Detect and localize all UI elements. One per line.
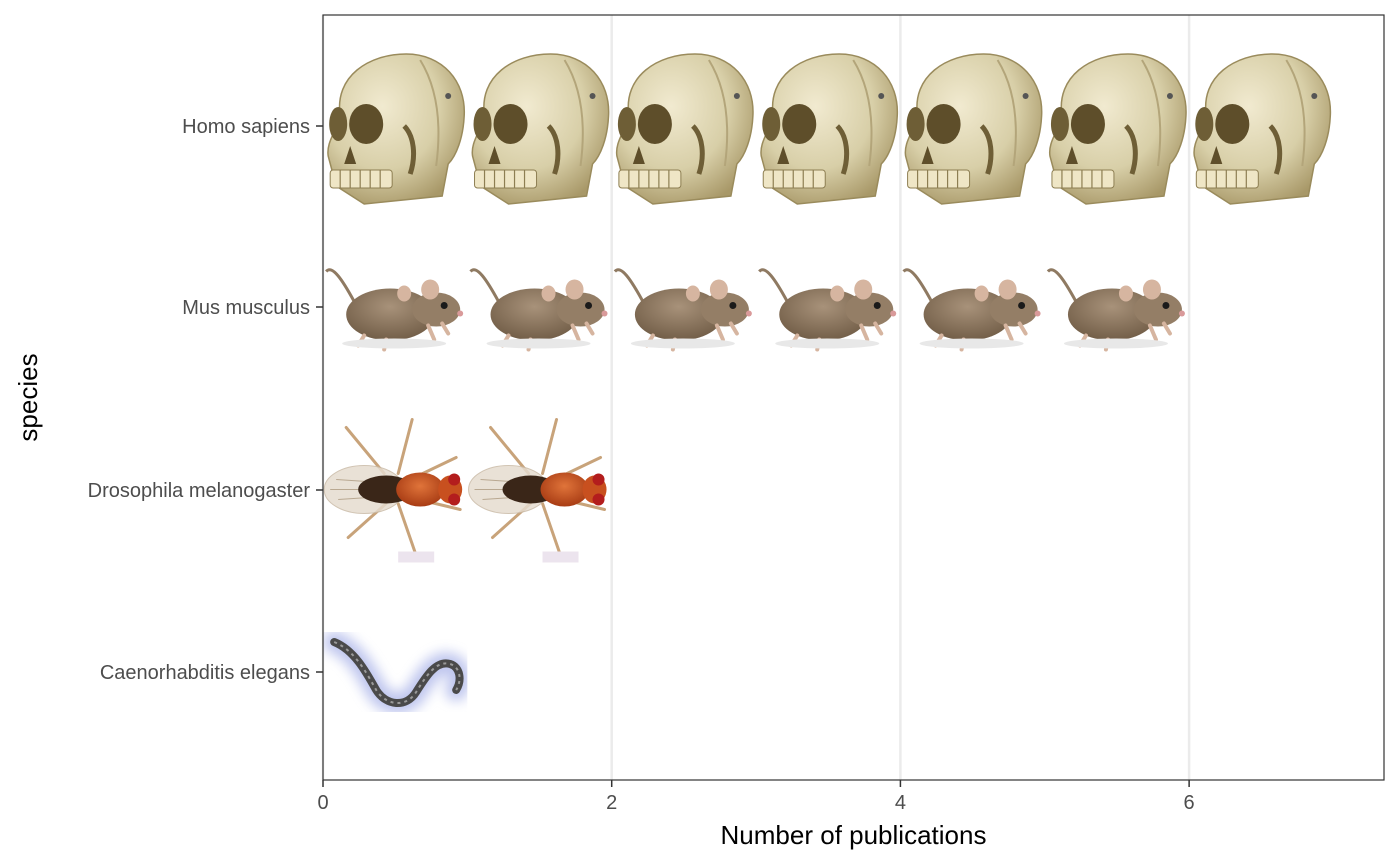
bar-mus-musculus (326, 270, 1185, 350)
mouse-icon (904, 270, 1041, 350)
skull-icon (1194, 54, 1330, 204)
y-axis-title: species (13, 353, 43, 441)
y-tick-label: Caenorhabditis elegans (100, 662, 310, 684)
mouse-icon (615, 270, 752, 350)
pictogram-bars (323, 54, 1331, 703)
skull-icon (328, 54, 464, 204)
bar-caenorhabditis-elegans (334, 642, 459, 703)
mouse-icon (759, 270, 896, 350)
x-tick-label: 6 (1184, 792, 1195, 814)
x-tick-label: 0 (317, 792, 328, 814)
axes: 0 2 4 6 Homo sapiens Mus musculus Drosophila m… (88, 116, 1195, 814)
plot-panel-border (322, 14, 1385, 781)
y-tick-label: Homo sapiens (182, 116, 310, 138)
x-tick-label: 2 (606, 792, 617, 814)
mouse-icon (1048, 270, 1185, 350)
bar-drosophila-melanogaster (323, 417, 609, 563)
skull-icon (761, 54, 897, 204)
y-tick-label: Drosophila melanogaster (88, 480, 311, 502)
bar-homo-sapiens (328, 54, 1331, 204)
skull-icon (1050, 54, 1186, 204)
mouse-icon (326, 270, 463, 350)
worm-icon (334, 642, 459, 703)
mouse-icon (471, 270, 608, 350)
y-tick-label: Mus musculus (182, 297, 310, 319)
fruit-fly-icon (323, 417, 464, 563)
fruit-fly-icon (467, 417, 609, 563)
skull-icon (905, 54, 1041, 204)
x-tick-label: 4 (895, 792, 906, 814)
skull-icon (472, 54, 608, 204)
x-axis-title: Number of publications (721, 820, 987, 850)
skull-icon (617, 54, 753, 204)
